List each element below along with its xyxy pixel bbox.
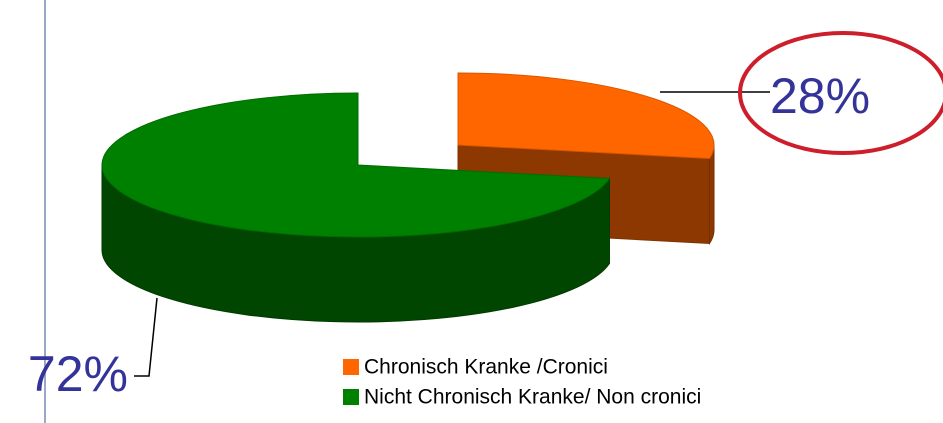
slice-side (708, 144, 715, 246)
leader-line (134, 297, 158, 377)
slice (457, 72, 715, 160)
legend-swatch (343, 389, 359, 405)
highlight-ring (738, 31, 943, 155)
value-label: 28% (770, 68, 870, 124)
legend-label: Chronisch Kranke /Cronici (364, 356, 608, 379)
slice (101, 92, 611, 238)
legend-swatch (343, 359, 359, 375)
value-label: 72% (28, 346, 128, 402)
legend-label: Nicht Chronisch Kranke/ Non cronici (364, 386, 701, 409)
